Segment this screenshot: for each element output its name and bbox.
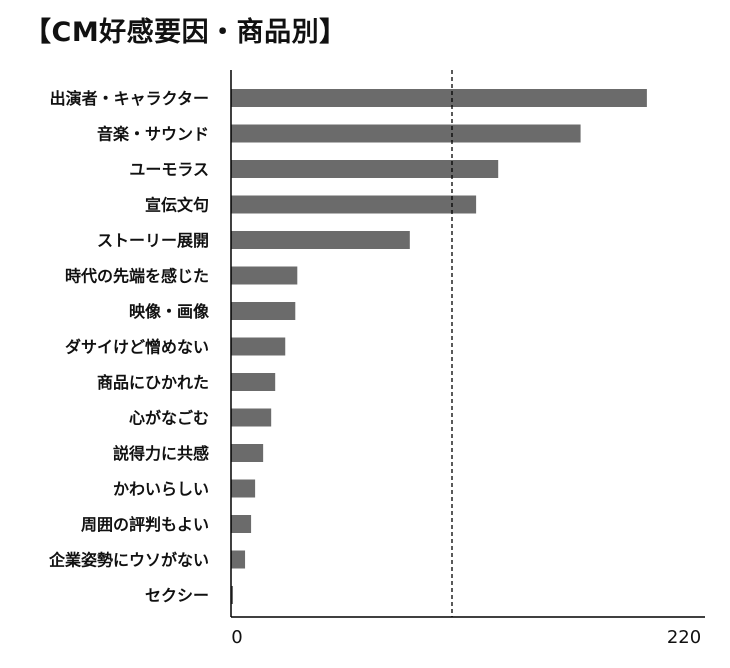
x-tick-label: 0: [231, 627, 242, 648]
category-label: 企業姿勢にウソがない: [48, 551, 209, 570]
bar: [231, 337, 286, 356]
category-label: 商品にひかれた: [97, 373, 209, 392]
category-label: ダサイけど憎めない: [65, 338, 209, 357]
bar: [231, 231, 410, 249]
x-tick-label: 220: [667, 627, 701, 648]
category-label: 周囲の評判もよい: [81, 515, 209, 534]
category-label: 映像・画像: [129, 302, 210, 321]
category-label: 時代の先端を感じた: [65, 267, 209, 286]
bar: [231, 550, 246, 569]
category-label: セクシー: [145, 586, 209, 605]
bar: [231, 124, 581, 143]
category-label: 宣伝文句: [145, 196, 209, 215]
category-label: ユーモラス: [129, 160, 209, 179]
bar: [231, 160, 499, 178]
bar: [231, 195, 477, 214]
category-labels: 出演者・キャラクター音楽・サウンドユーモラス宣伝文句ストーリー展開時代の先端を感…: [48, 89, 210, 605]
x-tick-labels: 0 220: [231, 627, 701, 648]
category-label: 説得力に共感: [113, 444, 209, 463]
bar: [231, 444, 264, 462]
bar: [231, 586, 234, 604]
category-label: かわいらしい: [113, 480, 209, 499]
bars-layer: [231, 89, 647, 604]
category-label: 出演者・キャラクター: [50, 89, 209, 108]
category-label: 心がなごむ: [129, 409, 209, 428]
bar: [231, 479, 256, 498]
bar: [231, 266, 298, 285]
category-label: 音楽・サウンド: [97, 125, 209, 144]
bar: [231, 515, 252, 533]
chart-title: 【CM好感要因・商品別】: [24, 17, 347, 48]
bar: [231, 89, 647, 107]
bar: [231, 408, 272, 427]
bar: [231, 373, 276, 391]
category-label: ストーリー展開: [97, 231, 209, 250]
bar: [231, 302, 296, 320]
